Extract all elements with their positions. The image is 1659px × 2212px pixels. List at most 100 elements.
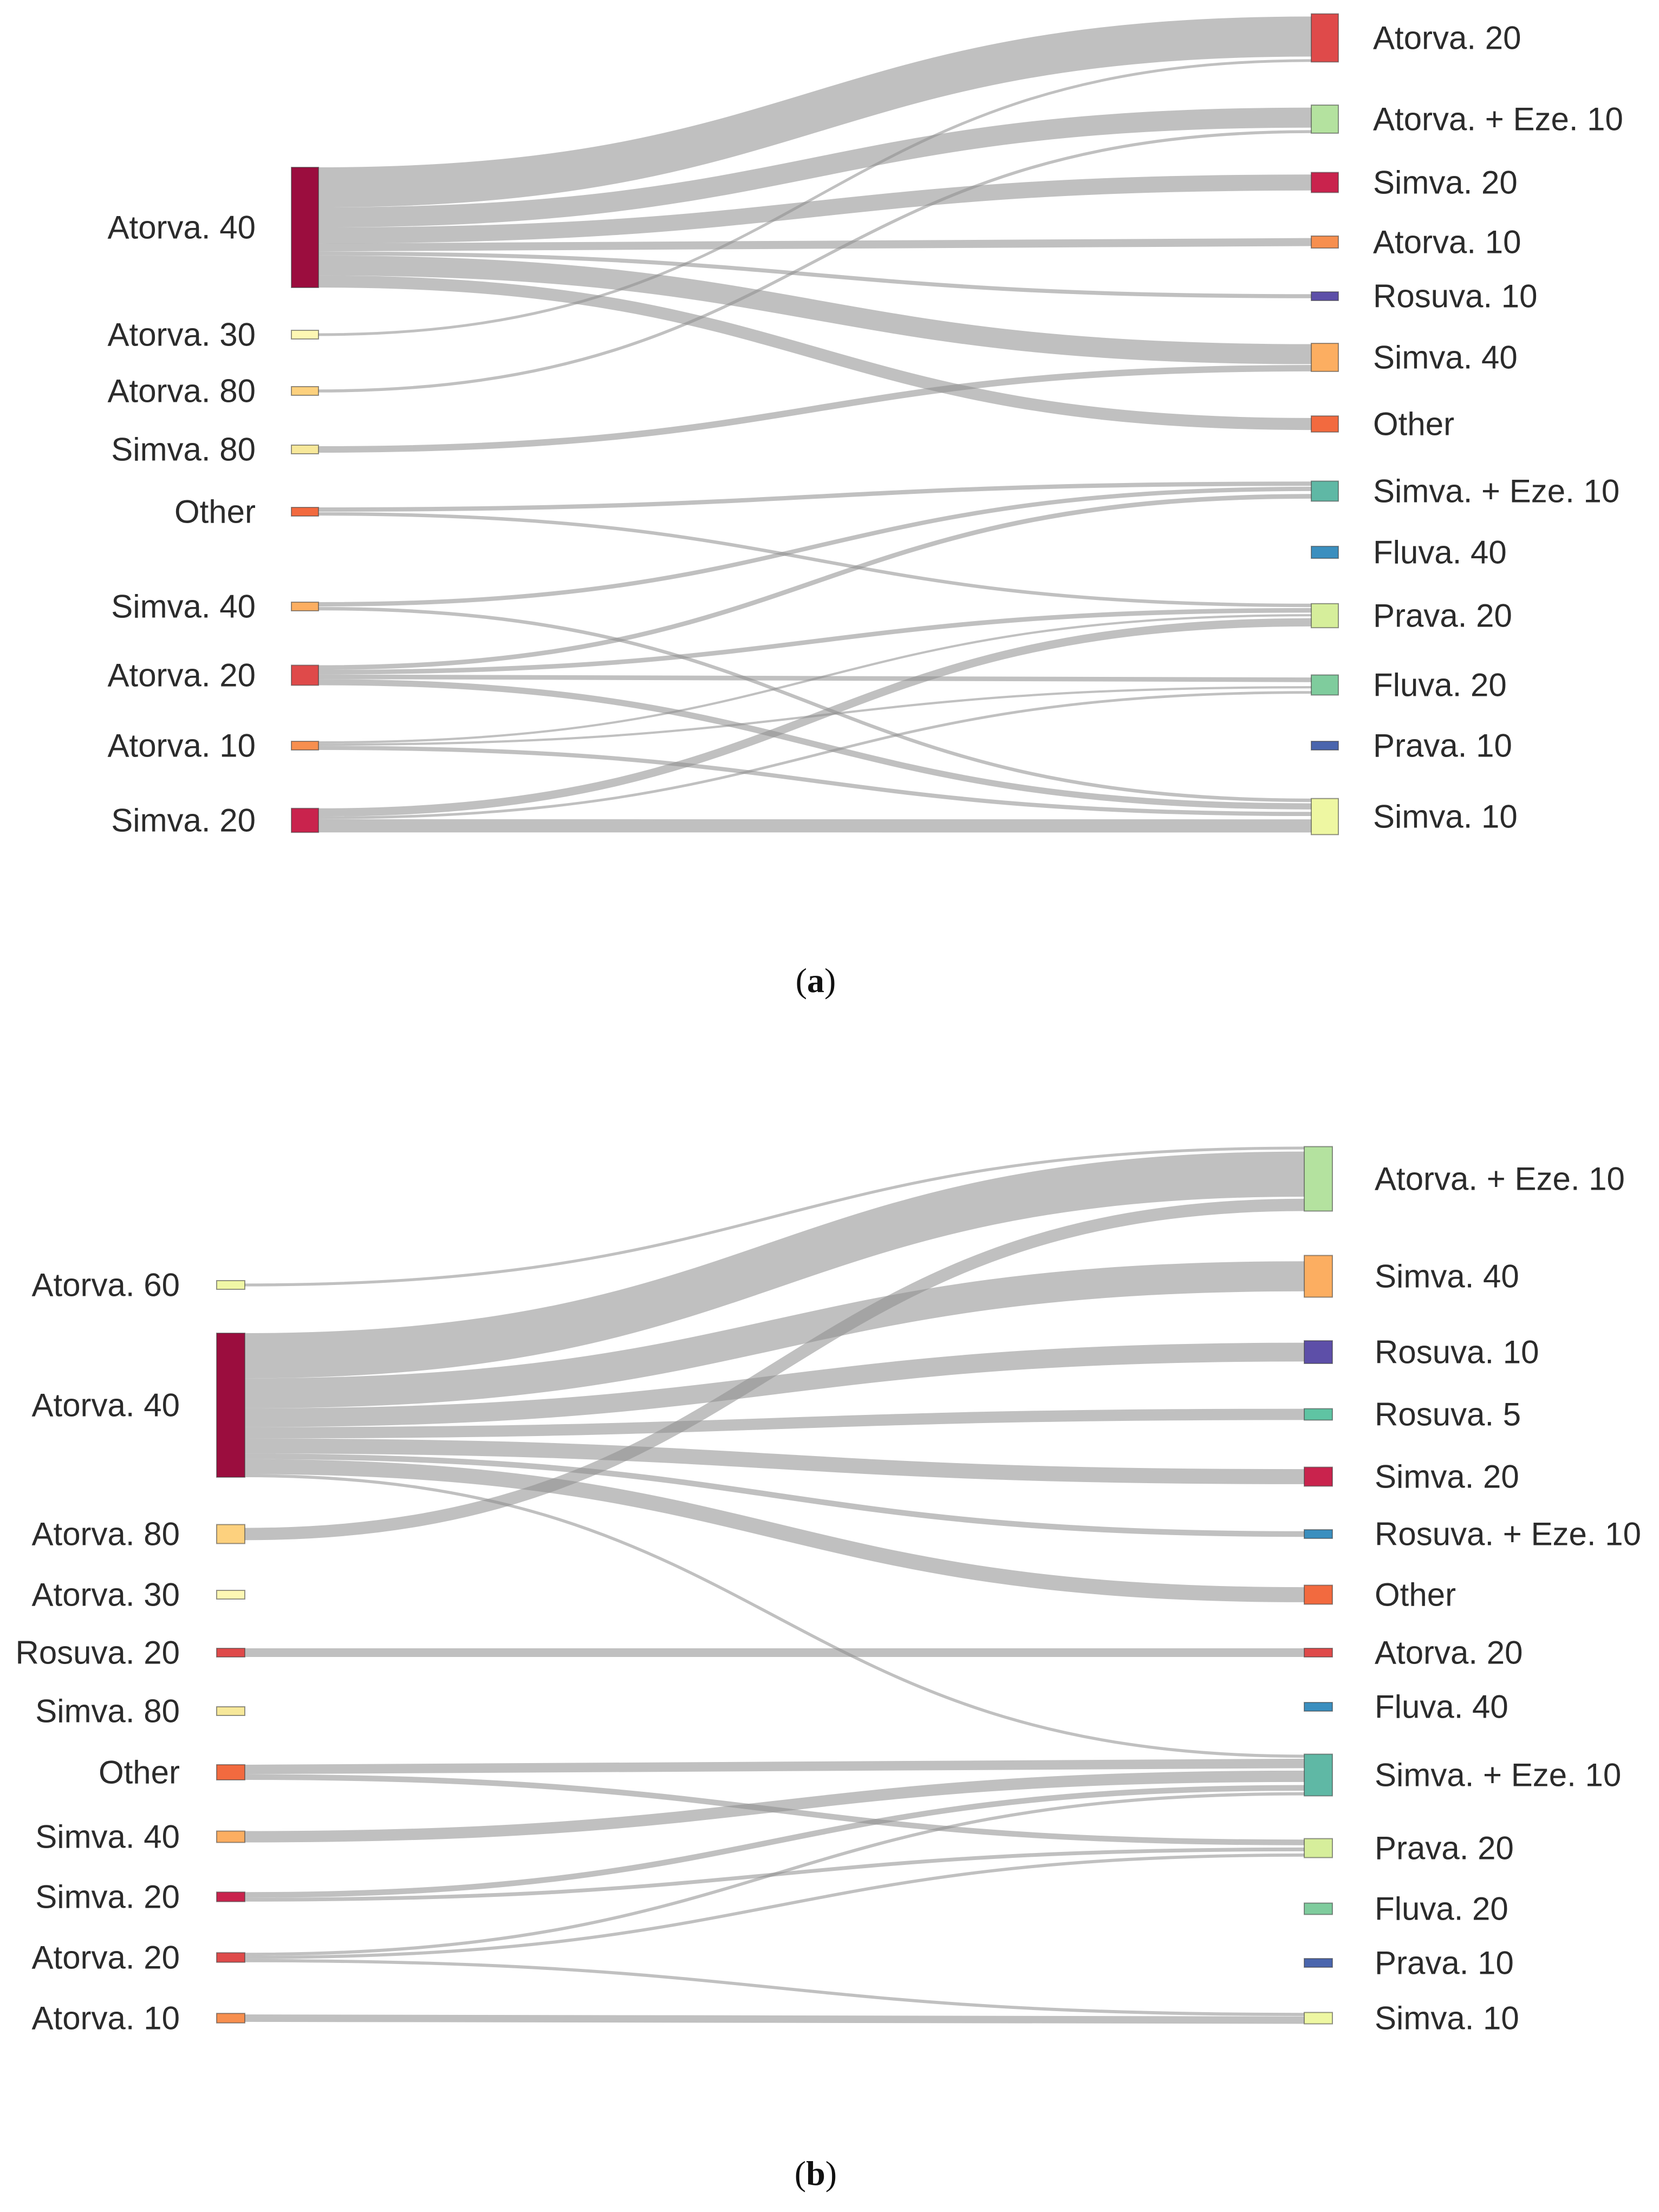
link-atorva-40-to-simva-20 xyxy=(244,1438,1305,1484)
target-node-other xyxy=(1304,1584,1333,1605)
source-node-label: Simva. 40 xyxy=(35,1819,180,1855)
link-simva-20-to-prava-20 xyxy=(318,618,1312,817)
source-node-rosuva-20 xyxy=(216,1648,245,1658)
source-node-label: Simva. 20 xyxy=(35,1879,180,1915)
panel-b-caption: (b) xyxy=(795,2154,837,2193)
target-node-label: Atorva. 10 xyxy=(1373,224,1521,260)
target-node-label: Fluva. 40 xyxy=(1375,1689,1508,1725)
source-node-label: Atorva. 10 xyxy=(108,728,256,764)
target-node-fluva-20 xyxy=(1304,1902,1333,1915)
target-node-prava-20 xyxy=(1311,603,1339,629)
source-node-label: Atorva. 30 xyxy=(108,317,256,353)
link-atorva-40-to-rosuva-10 xyxy=(244,1342,1305,1427)
link-atorva-40-to-simva-20 xyxy=(318,174,1312,244)
target-node-rosuva-10 xyxy=(1304,1340,1333,1364)
link-simva-80-to-simva-40 xyxy=(318,364,1312,453)
target-node-fluva-20 xyxy=(1311,674,1339,696)
target-node-simva-20 xyxy=(1304,1466,1333,1487)
source-node-label: Other xyxy=(99,1754,180,1791)
target-node-label: Simva. 40 xyxy=(1375,1258,1519,1295)
link-atorva-10-to-prava-20 xyxy=(318,614,1312,744)
source-node-other xyxy=(291,507,319,517)
source-node-simva-40 xyxy=(291,602,319,611)
target-node-label: Atorva. 20 xyxy=(1373,20,1521,56)
target-node-label: Rosuva. 10 xyxy=(1373,278,1538,315)
target-node-label: Rosuva. 5 xyxy=(1375,1397,1521,1433)
panel-a: Atorva. 40 Atorva. 30 Atorva. 80 Simva. 80 O… xyxy=(108,13,1623,1000)
target-node-label: Fluva. 20 xyxy=(1373,667,1507,703)
source-node-atorva-30 xyxy=(291,330,319,340)
link-atorva-20-to-prava-20 xyxy=(244,1853,1305,1959)
source-node-label: Other xyxy=(174,494,256,530)
source-node-atorva-10 xyxy=(216,2013,245,2024)
link-simva-20-to-simva-eze-10 xyxy=(244,1785,1305,1898)
link-atorva-30-to-atorva-20 xyxy=(318,59,1312,336)
link-atorva-40-to-atorva-eze-10 xyxy=(244,1151,1305,1379)
panel-b-nodes xyxy=(216,1146,1333,2025)
link-atorva-40-to-atorva-20 xyxy=(318,16,1312,207)
source-node-label: Atorva. 20 xyxy=(108,657,256,694)
target-node-prava-20 xyxy=(1304,1838,1333,1858)
source-node-simva-80 xyxy=(216,1706,245,1716)
target-node-rosuva-eze-10 xyxy=(1304,1529,1333,1539)
source-node-label: Simva. 80 xyxy=(111,432,256,468)
panel-b-links xyxy=(244,1146,1305,2024)
target-node-label: Simva. 40 xyxy=(1373,340,1518,376)
target-node-label: Simva. 10 xyxy=(1375,2000,1519,2037)
link-atorva-20-to-simva-eze-10 xyxy=(318,494,1312,670)
link-atorva-80-to-atorva-eze-10 xyxy=(244,1198,1305,1541)
source-node-atorva-30 xyxy=(216,1590,245,1600)
target-node-label: Atorva. 20 xyxy=(1375,1635,1523,1671)
link-atorva-40-to-simva-40 xyxy=(318,255,1312,364)
target-node-label: Fluva. 40 xyxy=(1373,534,1507,571)
source-node-atorva-20 xyxy=(216,1952,245,1963)
source-node-label: Atorva. 60 xyxy=(32,1267,180,1303)
source-node-label: Atorva. 40 xyxy=(32,1387,180,1424)
target-node-label: Simva. + Eze. 10 xyxy=(1375,1757,1621,1793)
target-node-atorva-20 xyxy=(1304,1648,1333,1658)
link-other-to-simva-eze-10 xyxy=(318,481,1312,512)
source-node-label: Atorva. 10 xyxy=(32,2000,180,2037)
source-node-atorva-40 xyxy=(291,167,319,288)
source-node-label: Rosuva. 20 xyxy=(15,1635,180,1671)
panel-a-caption: (a) xyxy=(796,961,836,1000)
link-atorva-40-to-rosuva-10 xyxy=(318,251,1312,298)
target-node-label: Simva. 10 xyxy=(1373,799,1518,835)
target-node-label: Simva. 20 xyxy=(1375,1459,1519,1495)
target-node-label: Atorva. + Eze. 10 xyxy=(1375,1161,1625,1197)
link-atorva-40-to-rosuva-eze-10 xyxy=(244,1453,1305,1537)
panel-a-labels: Atorva. 40 Atorva. 30 Atorva. 80 Simva. 80 O… xyxy=(108,20,1623,839)
target-node-label: Rosuva. 10 xyxy=(1375,1334,1539,1371)
target-node-simva-20 xyxy=(1311,172,1339,193)
panel-a-links xyxy=(318,16,1312,833)
target-node-atorva-10 xyxy=(1311,235,1339,249)
link-atorva-10-to-simva-10 xyxy=(244,2014,1305,2024)
panel-b-labels: Atorva. 60 Atorva. 40 Atorva. 80 Atorva. 30… xyxy=(15,1161,1641,2037)
link-simva-40-to-simva-eze-10 xyxy=(244,1770,1305,1843)
source-node-label: Atorva. 20 xyxy=(32,1940,180,1976)
source-node-label: Atorva. 30 xyxy=(32,1577,180,1613)
target-node-prava-10 xyxy=(1304,1958,1333,1968)
target-node-simva-40 xyxy=(1304,1255,1333,1298)
target-node-simva-10 xyxy=(1311,798,1339,836)
link-atorva-40-to-atorva-10 xyxy=(318,238,1312,252)
target-node-prava-10 xyxy=(1311,741,1339,751)
link-atorva-80-to-atorva-eze-10 xyxy=(318,130,1312,393)
panel-a-nodes xyxy=(291,13,1339,836)
link-other-to-prava-20 xyxy=(318,512,1312,608)
target-node-simva-40 xyxy=(1311,343,1339,372)
target-node-rosuva-5 xyxy=(1304,1408,1333,1421)
link-atorva-40-to-atorva-eze-10 xyxy=(318,107,1312,227)
target-node-other xyxy=(1311,415,1339,433)
target-node-fluva-40 xyxy=(1304,1702,1333,1712)
target-node-label: Prava. 20 xyxy=(1375,1830,1514,1867)
link-atorva-20-to-simva-10 xyxy=(244,1959,1305,2017)
source-node-label: Simva. 20 xyxy=(111,802,256,839)
source-node-atorva-80 xyxy=(291,386,319,396)
source-node-label: Simva. 40 xyxy=(111,589,256,625)
link-atorva-40-to-other xyxy=(318,275,1312,430)
target-node-simva-eze-10 xyxy=(1311,480,1339,502)
source-node-label: Atorva. 80 xyxy=(32,1516,180,1552)
target-node-fluva-40 xyxy=(1311,545,1339,559)
